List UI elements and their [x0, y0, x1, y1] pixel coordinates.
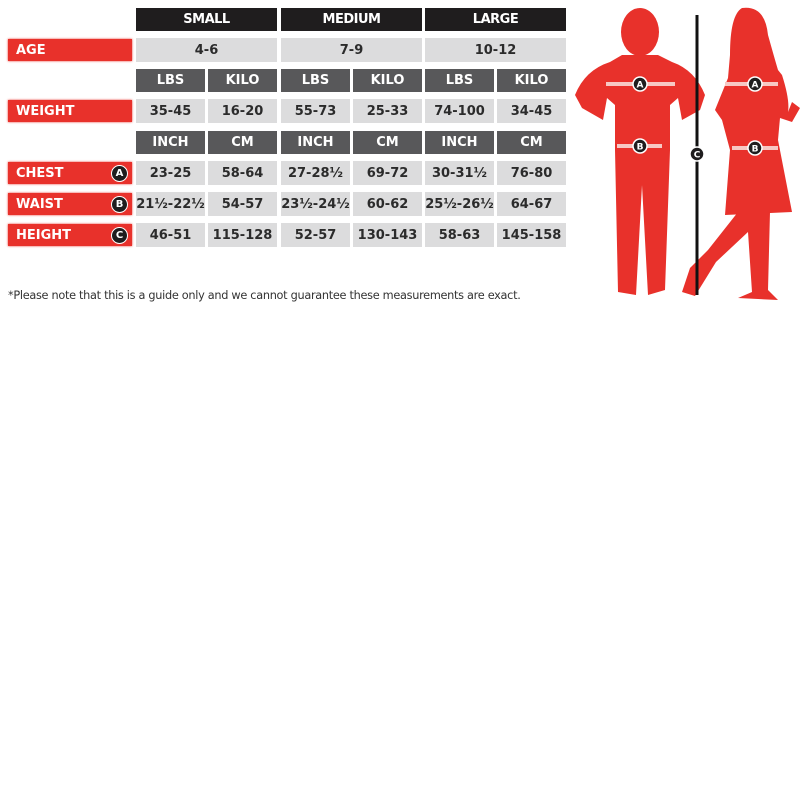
- height-cell: 58-63: [425, 223, 494, 247]
- svg-text:B: B: [752, 145, 759, 155]
- unit-header: CM: [353, 131, 422, 154]
- chest-cell: 30-31½: [425, 161, 494, 185]
- unit-header: INCH: [281, 131, 350, 154]
- measurement-figure: A B A B C: [575, 7, 800, 300]
- boy-silhouette: [575, 8, 705, 295]
- waist-cell: 21½-22½: [136, 192, 205, 216]
- waist-cell: 64-67: [497, 192, 566, 216]
- row-label-text: CHEST: [16, 165, 64, 181]
- height-label: HEIGHT C: [8, 224, 132, 246]
- girl-silhouette: [682, 7, 800, 300]
- weight-cell: 34-45: [497, 99, 566, 123]
- unit-header: CM: [497, 131, 566, 154]
- unit-header: LBS: [281, 69, 350, 92]
- weight-cell: 16-20: [208, 99, 277, 123]
- row-label-text: WAIST: [16, 196, 63, 212]
- unit-header: KILO: [353, 69, 422, 92]
- unit-header: LBS: [425, 69, 494, 92]
- row-label-text: WEIGHT: [16, 103, 75, 119]
- marker-a: A: [632, 76, 648, 92]
- marker-a: A: [747, 76, 763, 92]
- unit-header: CM: [208, 131, 277, 154]
- age-cell: 4-6: [136, 38, 277, 62]
- weight-cell: 35-45: [136, 99, 205, 123]
- marker-b: B: [632, 138, 648, 154]
- row-label-text: HEIGHT: [16, 227, 72, 243]
- chest-cell: 76-80: [497, 161, 566, 185]
- svg-text:A: A: [637, 81, 644, 91]
- chest-label: CHEST A: [8, 162, 132, 184]
- unit-header: KILO: [208, 69, 277, 92]
- svg-text:A: A: [752, 81, 759, 91]
- marker-c: C: [689, 146, 705, 162]
- weight-label: WEIGHT: [8, 100, 132, 122]
- waist-cell: 54-57: [208, 192, 277, 216]
- marker-b: B: [747, 140, 763, 156]
- height-cell: 130-143: [353, 223, 422, 247]
- waist-label: WAIST B: [8, 193, 132, 215]
- size-header: LARGE: [425, 8, 566, 31]
- chest-cell: 69-72: [353, 161, 422, 185]
- height-cell: 145-158: [497, 223, 566, 247]
- unit-header: INCH: [136, 131, 205, 154]
- chest-cell: 27-28½: [281, 161, 350, 185]
- marker-badge: C: [111, 226, 128, 244]
- marker-badge: A: [111, 164, 128, 182]
- waist-cell: 60-62: [353, 192, 422, 216]
- height-cell: 52-57: [281, 223, 350, 247]
- height-cell: 115-128: [208, 223, 277, 247]
- waist-cell: 23½-24½: [281, 192, 350, 216]
- height-cell: 46-51: [136, 223, 205, 247]
- row-label-text: AGE: [16, 42, 46, 58]
- unit-header: INCH: [425, 131, 494, 154]
- svg-text:C: C: [694, 151, 701, 161]
- chest-cell: 23-25: [136, 161, 205, 185]
- age-cell: 7-9: [281, 38, 422, 62]
- weight-cell: 25-33: [353, 99, 422, 123]
- unit-header: KILO: [497, 69, 566, 92]
- age-cell: 10-12: [425, 38, 566, 62]
- disclaimer-note: *Please note that this is a guide only a…: [8, 289, 521, 302]
- marker-badge: B: [111, 195, 128, 213]
- age-label: AGE: [8, 39, 132, 61]
- waist-cell: 25½-26½: [425, 192, 494, 216]
- svg-text:B: B: [637, 143, 644, 153]
- size-header: MEDIUM: [281, 8, 422, 31]
- chest-cell: 58-64: [208, 161, 277, 185]
- weight-cell: 55-73: [281, 99, 350, 123]
- weight-cell: 74-100: [425, 99, 494, 123]
- size-header: SMALL: [136, 8, 277, 31]
- unit-header: LBS: [136, 69, 205, 92]
